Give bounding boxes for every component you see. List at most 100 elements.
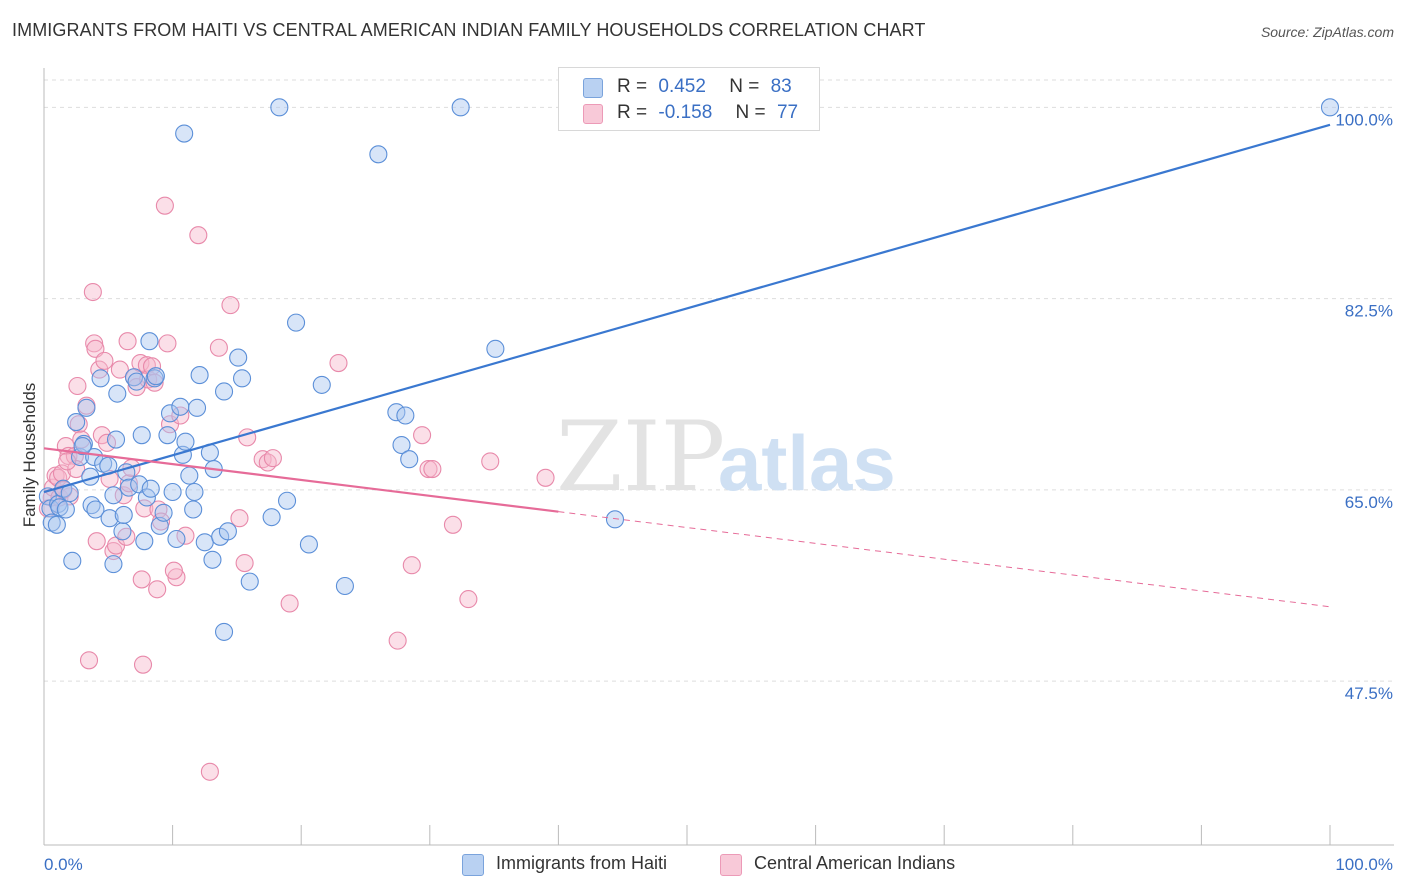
y-tick-label: 47.5% xyxy=(1345,684,1393,703)
haiti-point xyxy=(114,505,133,525)
haiti-point xyxy=(137,488,156,507)
haiti-point xyxy=(91,369,110,388)
haiti-point xyxy=(67,413,86,432)
haiti-point xyxy=(232,369,252,388)
haiti-point xyxy=(262,508,281,527)
haiti-point xyxy=(1320,98,1340,117)
central-american-indian-point xyxy=(69,415,88,434)
central-american-indian-point xyxy=(158,334,177,353)
source-credit: Source: ZipAtlas.com xyxy=(1260,24,1394,40)
central-american-indian-point xyxy=(235,553,254,573)
haiti-point xyxy=(176,432,195,451)
x-tick-label-right: 100.0% xyxy=(1335,855,1393,874)
haiti-point xyxy=(158,426,177,445)
haiti-point xyxy=(451,98,470,117)
central-american-indian-point xyxy=(95,351,114,370)
central-american-indian-point xyxy=(459,590,478,609)
haiti-point xyxy=(203,550,222,569)
haiti-point xyxy=(335,576,354,596)
r-label: R = xyxy=(617,102,648,123)
haiti-point xyxy=(175,124,194,143)
haiti-point xyxy=(486,339,505,358)
watermark-atlas: atlas xyxy=(718,419,896,507)
haiti-point xyxy=(86,500,105,519)
blue-swatch xyxy=(583,78,603,98)
haiti-point xyxy=(77,398,96,417)
central-american-indian-point xyxy=(83,282,102,302)
axes xyxy=(43,68,1394,846)
haiti-point xyxy=(270,98,289,117)
haiti-point xyxy=(312,375,331,394)
central-american-indian-point xyxy=(132,570,151,589)
legend: Immigrants from Haiti Central American I… xyxy=(0,852,1406,878)
haiti-point xyxy=(185,482,204,502)
data-points xyxy=(38,98,1340,781)
central-american-indian-point xyxy=(402,556,421,575)
n-value: 83 xyxy=(770,76,792,97)
haiti-point xyxy=(167,529,186,549)
legend-swatch-blue xyxy=(462,854,484,876)
n-label: N = xyxy=(735,102,766,123)
central-american-indian-point xyxy=(536,468,555,487)
y-tick-label: 65.0% xyxy=(1345,493,1393,512)
haiti-point xyxy=(163,482,182,502)
central-american-indian-point xyxy=(189,226,208,245)
stats-box: R = 0.452 N = 83 R = -0.158 N = 77 xyxy=(558,67,820,131)
haiti-point xyxy=(127,372,146,391)
central-american-indian-point xyxy=(164,561,183,580)
haiti-point xyxy=(299,535,318,554)
central-american-indian-point xyxy=(118,332,137,351)
x-tick-label-left: 0.0% xyxy=(44,855,83,874)
watermark-zip: ZIP xyxy=(556,401,725,513)
haiti-point xyxy=(146,367,165,386)
haiti-point xyxy=(218,522,237,541)
central-american-indian-point xyxy=(413,426,432,445)
haiti-point xyxy=(214,382,234,401)
haiti-point xyxy=(113,522,132,541)
central-american-indian-point xyxy=(110,360,129,379)
legend-label-haiti: Immigrants from Haiti xyxy=(496,853,668,873)
central-american-indian-point xyxy=(221,296,240,315)
chart-title: IMMIGRANTS FROM HAITI VS CENTRAL AMERICA… xyxy=(12,20,926,40)
tick-labels: 100.0% 82.5% 65.0% 47.5% 0.0% 100.0% xyxy=(44,110,1393,874)
pink-swatch xyxy=(583,104,603,124)
haiti-trend-line xyxy=(43,123,1331,494)
central-american-indian-point xyxy=(87,532,106,551)
central-american-indian-trend-extension xyxy=(558,511,1331,608)
n-label: N = xyxy=(729,76,760,97)
central-american-indian-point xyxy=(79,651,99,670)
haiti-point xyxy=(184,500,203,519)
stats-text-blue: R = 0.452 N = 83 xyxy=(617,76,792,98)
haiti-point xyxy=(106,430,126,449)
haiti-point xyxy=(160,404,180,423)
central-american-indian-point xyxy=(155,196,174,215)
central-american-indian-point xyxy=(481,452,500,471)
r-value: -0.158 xyxy=(658,102,713,123)
central-american-indian-point xyxy=(68,376,87,396)
haiti-point xyxy=(85,447,104,467)
central-american-indian-point xyxy=(280,594,299,613)
haiti-point xyxy=(396,406,415,425)
watermark: ZIP atlas xyxy=(556,401,896,513)
stats-text-pink: R = -0.158 N = 77 xyxy=(617,102,798,124)
n-value: 77 xyxy=(776,102,799,123)
haiti-point xyxy=(240,572,259,591)
haiti-point xyxy=(38,487,57,506)
y-tick-label: 100.0% xyxy=(1335,110,1393,129)
haiti-point xyxy=(73,437,92,456)
haiti-point xyxy=(605,510,625,529)
central-american-indian-point xyxy=(329,353,348,373)
central-american-indian-point xyxy=(86,339,105,358)
haiti-point xyxy=(56,500,75,519)
haiti-point xyxy=(392,435,411,455)
haiti-point xyxy=(195,533,214,552)
haiti-point xyxy=(369,145,388,164)
haiti-point xyxy=(141,479,160,498)
haiti-point xyxy=(63,551,82,570)
haiti-point xyxy=(171,397,190,416)
haiti-point xyxy=(140,332,159,351)
haiti-point xyxy=(154,503,173,522)
central-american-indian-point xyxy=(135,499,154,518)
haiti-point xyxy=(400,450,419,469)
